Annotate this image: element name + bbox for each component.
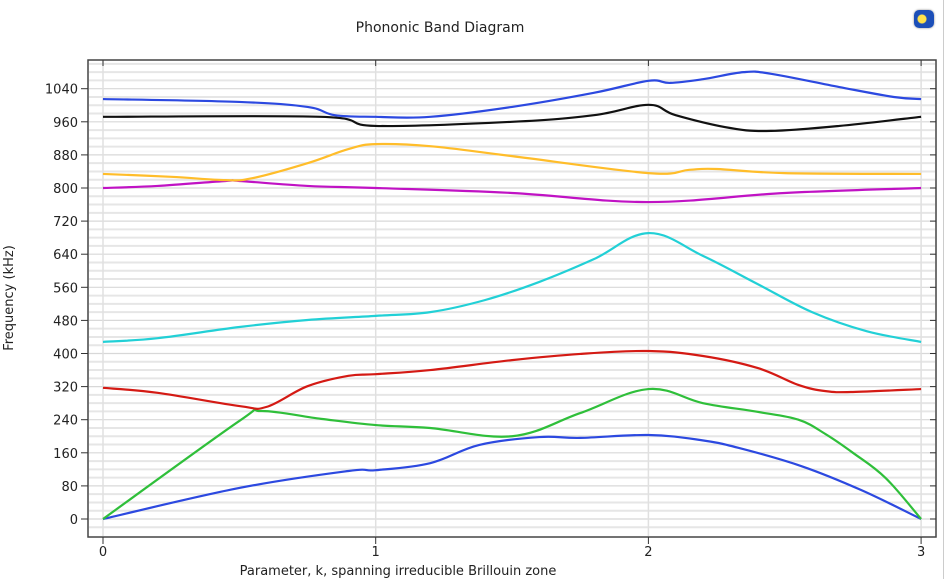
series-band-3 <box>102 349 922 410</box>
y-tick-label: 800 <box>53 182 78 197</box>
x-tick-label: 3 <box>917 545 925 560</box>
series-band-8 <box>102 70 922 119</box>
series-group <box>102 70 922 521</box>
y-axis-label: Frequency (kHz) <box>2 245 17 351</box>
y-tick-label: 640 <box>53 248 78 263</box>
y-tick-label: 400 <box>53 348 78 363</box>
y-tick-label: 80 <box>61 480 78 495</box>
series-band-1 <box>102 433 922 521</box>
y-tick-label: 160 <box>53 447 78 462</box>
axis-ticks: 0 1 2 3 0 80 160 240 320 400 480 560 640 720 800 880 960… <box>45 60 936 560</box>
x-tick-label: 2 <box>644 545 652 560</box>
x-tick-label: 0 <box>99 545 107 560</box>
series-band-4 <box>102 231 922 344</box>
plot-frame <box>87 59 937 538</box>
y-tick-label: 720 <box>53 215 78 230</box>
y-tick-label: 240 <box>53 414 78 429</box>
y-tick-label: 1040 <box>45 83 78 98</box>
y-tick-label: 560 <box>53 281 78 296</box>
series-band-2 <box>102 387 922 520</box>
grid <box>89 61 935 536</box>
series-band-7 <box>102 103 922 133</box>
y-tick-label: 880 <box>53 149 78 164</box>
x-axis-label: Parameter, k, spanning irreducible Brill… <box>240 564 557 579</box>
series-band-6 <box>102 142 922 182</box>
series-band-5 <box>102 179 922 204</box>
y-tick-label: 320 <box>53 381 78 396</box>
plot-window-icon[interactable] <box>914 10 934 28</box>
y-tick-label: 480 <box>53 314 78 329</box>
x-tick-label: 1 <box>372 545 380 560</box>
window-edge <box>943 0 944 579</box>
y-tick-label: 0 <box>70 513 78 528</box>
y-tick-label: 960 <box>53 116 78 131</box>
chart-title: Phononic Band Diagram <box>355 20 525 36</box>
